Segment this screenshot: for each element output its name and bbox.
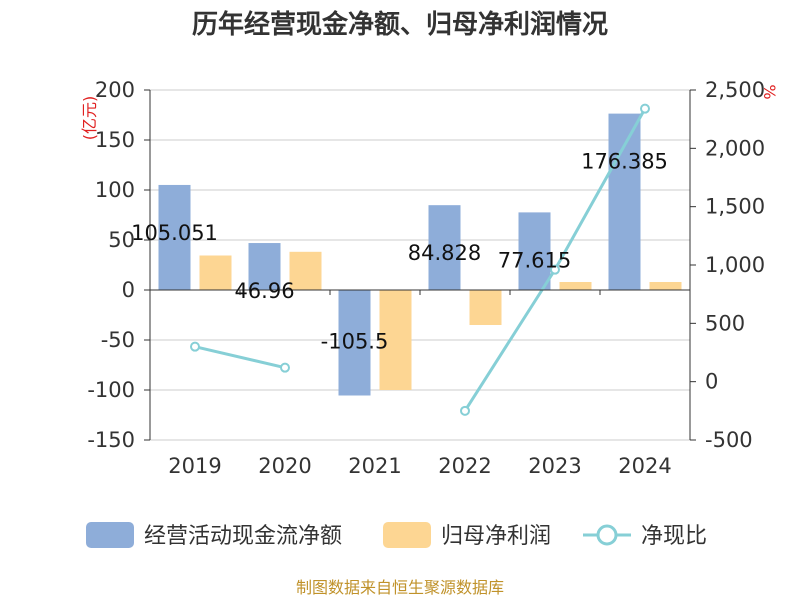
cash-flow-data-label: 77.615 bbox=[498, 248, 571, 272]
net-profit-bar bbox=[379, 290, 412, 390]
left-tick-label: 50 bbox=[108, 228, 135, 252]
cash-flow-data-label: -105.5 bbox=[321, 330, 389, 354]
x-tick-label: 2019 bbox=[168, 454, 221, 478]
cash-flow-bar bbox=[248, 243, 281, 290]
left-tick-label: 100 bbox=[95, 178, 135, 202]
left-tick-label: -150 bbox=[87, 428, 135, 452]
axes: 200150100500-50-100-1502,5002,0001,5001,… bbox=[87, 78, 765, 478]
cash-flow-data-label: 105.051 bbox=[131, 221, 218, 245]
left-tick-label: 0 bbox=[122, 278, 135, 302]
source-note: 制图数据来自恒生聚源数据库 bbox=[296, 578, 504, 597]
legend-swatch-net-profit bbox=[383, 522, 431, 548]
right-tick-label: 0 bbox=[705, 370, 718, 394]
left-axis-unit: (亿元) bbox=[80, 96, 99, 141]
left-tick-label: 150 bbox=[95, 128, 135, 152]
net-profit-bar bbox=[559, 282, 592, 290]
right-tick-label: 1,500 bbox=[705, 195, 765, 219]
ratio-point bbox=[190, 341, 200, 352]
cash-flow-bar bbox=[158, 184, 191, 290]
ratio-point bbox=[460, 405, 470, 416]
legend-swatch-cash-flow bbox=[86, 522, 134, 548]
ratio-line bbox=[190, 103, 650, 416]
x-tick-label: 2023 bbox=[528, 454, 581, 478]
right-tick-label: 1,000 bbox=[705, 253, 765, 277]
legend-label-net-profit: 归母净利润 bbox=[441, 524, 551, 549]
ratio-point bbox=[550, 264, 560, 275]
legend-label-cash-flow: 经营活动现金流净额 bbox=[144, 524, 342, 549]
ratio-point bbox=[640, 103, 650, 114]
legend[interactable]: 经营活动现金流净额 归母净利润 净现比 bbox=[86, 522, 707, 549]
x-tick-label: 2022 bbox=[438, 454, 491, 478]
net-profit-bar bbox=[649, 282, 682, 290]
cash-flow-bar bbox=[428, 205, 461, 290]
cash-flow-bar bbox=[518, 212, 551, 290]
cash-flow-data-label: 176.385 bbox=[581, 150, 668, 174]
cash-flow-data-label: 46.96 bbox=[234, 279, 294, 303]
cash-flow-data-label: 84.828 bbox=[408, 241, 481, 265]
cash-flow-bar bbox=[338, 290, 371, 396]
ratio-point bbox=[280, 362, 290, 373]
legend-label-ratio: 净现比 bbox=[641, 524, 707, 549]
data-labels: 105.051 46.96 -105.5 84.828 77.615 176.385 bbox=[131, 150, 668, 354]
ratio-line-segment bbox=[194, 345, 286, 370]
left-tick-label: -50 bbox=[101, 328, 135, 352]
net-profit-bar bbox=[469, 290, 502, 325]
cash-flow-bar bbox=[608, 113, 641, 291]
chart-title: 历年经营现金净额、归母净利润情况 bbox=[192, 9, 608, 40]
x-tick-label: 2024 bbox=[618, 454, 671, 478]
x-tick-label: 2020 bbox=[258, 454, 311, 478]
legend-marker-ratio bbox=[596, 524, 618, 546]
right-tick-label: -500 bbox=[705, 428, 753, 452]
x-tick-label: 2021 bbox=[348, 454, 401, 478]
left-tick-label: -100 bbox=[87, 378, 135, 402]
right-tick-label: 2,500 bbox=[705, 78, 765, 102]
net-profit-bar bbox=[199, 255, 232, 290]
net-profit-bar bbox=[289, 251, 322, 290]
left-tick-label: 200 bbox=[95, 78, 135, 102]
right-tick-label: 2,000 bbox=[705, 136, 765, 160]
right-axis-unit: % bbox=[760, 84, 779, 99]
right-tick-label: 500 bbox=[705, 311, 745, 335]
